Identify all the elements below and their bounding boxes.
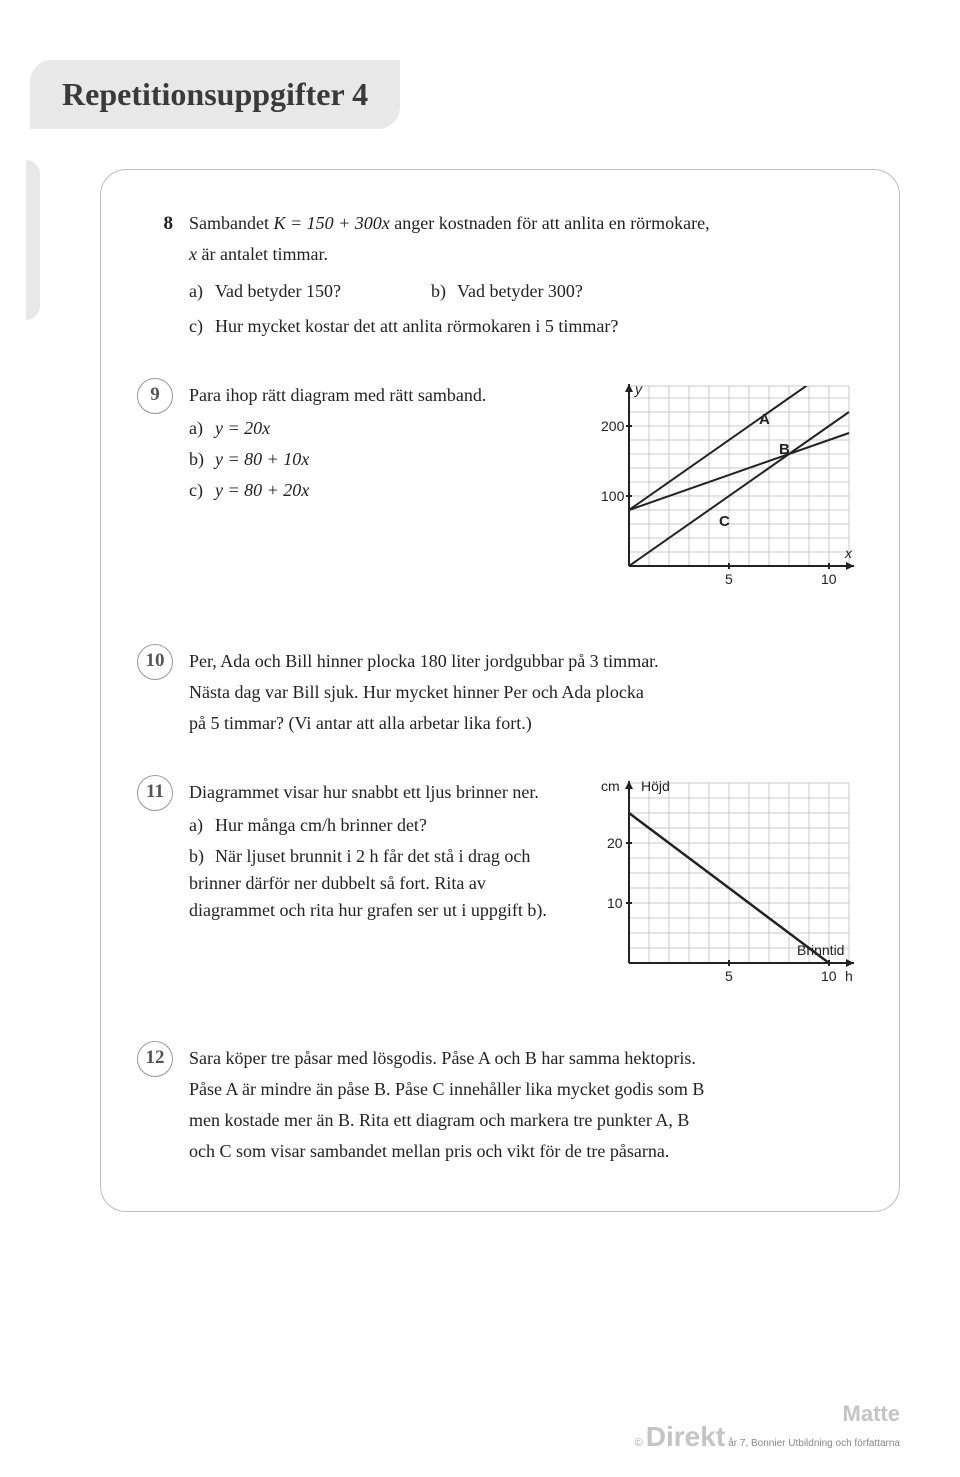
svg-text:A: A (759, 411, 770, 428)
svg-text:h: h (845, 968, 853, 984)
problem-number: 11 (137, 775, 173, 811)
chart-9: 5 10 100 200 y x (599, 376, 859, 606)
svg-text:5: 5 (725, 968, 733, 984)
problem-number: 9 (137, 378, 173, 414)
page-title: Repetitionsuppgifter 4 (62, 76, 368, 113)
line-chart: 5 10 100 200 y x (599, 376, 859, 606)
svg-text:10: 10 (821, 968, 837, 984)
problem-9: 9 (141, 382, 859, 606)
copyright-symbol: © (635, 1437, 643, 1449)
title-band: Repetitionsuppgifter 4 (30, 60, 400, 129)
svg-text:Höjd: Höjd (641, 778, 670, 794)
sub-a: a)Vad betyder 150? (189, 278, 341, 305)
logo-line1: Matte (843, 1401, 900, 1426)
line-chart: 5 10 10 20 cm Höjd Brinntid h (599, 773, 859, 1003)
svg-text:10: 10 (821, 571, 837, 587)
svg-text:200: 200 (601, 418, 625, 434)
problem-number: 10 (137, 644, 173, 680)
side-tab (26, 160, 40, 320)
problem-number: 8 (141, 210, 181, 239)
svg-text:x: x (844, 545, 853, 561)
problem-number: 12 (137, 1041, 173, 1077)
sub-b: b)När ljuset brunnit i 2 h får det stå i… (189, 843, 549, 924)
svg-text:10: 10 (607, 895, 623, 911)
problem-11: 11 (141, 779, 859, 1003)
sub-c: c)Hur mycket kostar det att anlita rörmo… (189, 313, 859, 340)
problem-text: Per, Ada och Bill hinner plocka 180 lite… (189, 648, 859, 675)
svg-text:20: 20 (607, 835, 623, 851)
problem-text: Sara köper tre påsar med lösgodis. Påse … (189, 1045, 859, 1072)
problem-10: 10 Per, Ada och Bill hinner plocka 180 l… (141, 648, 859, 737)
problem-text: Nästa dag var Bill sjuk. Hur mycket hinn… (189, 679, 859, 706)
svg-text:y: y (634, 381, 643, 397)
chart-11: 5 10 10 20 cm Höjd Brinntid h (599, 773, 859, 1003)
svg-text:C: C (719, 513, 730, 530)
svg-text:B: B (779, 441, 790, 458)
sub-b: b)Vad betyder 300? (431, 278, 583, 305)
problem-12: 12 Sara köper tre påsar med lösgodis. På… (141, 1045, 859, 1165)
problem-text: Påse A är mindre än påse B. Påse C inneh… (189, 1076, 859, 1103)
footer-tag: år 7, Bonnier Utbildning och författarna (728, 1438, 900, 1449)
problem-text: men kostade mer än B. Rita ett diagram o… (189, 1107, 859, 1134)
problem-text: Sambandet K = 150 + 300x anger kostnaden… (189, 210, 859, 237)
footer: Matte © Direkt år 7, Bonnier Utbildning … (635, 1404, 900, 1449)
svg-text:5: 5 (725, 571, 733, 587)
logo-line2: Direkt (646, 1421, 725, 1452)
problem-text: x är antalet timmar. (189, 241, 859, 268)
problem-text: och C som visar sambandet mellan pris oc… (189, 1138, 859, 1165)
svg-text:100: 100 (601, 488, 625, 504)
problem-text: på 5 timmar? (Vi antar att alla arbetar … (189, 710, 859, 737)
svg-text:cm: cm (601, 778, 620, 794)
content-box: 8 Sambandet K = 150 + 300x anger kostnad… (100, 169, 900, 1212)
problem-8: 8 Sambandet K = 150 + 300x anger kostnad… (141, 210, 859, 340)
page: Repetitionsuppgifter 4 8 Sambandet K = 1… (0, 0, 960, 1477)
